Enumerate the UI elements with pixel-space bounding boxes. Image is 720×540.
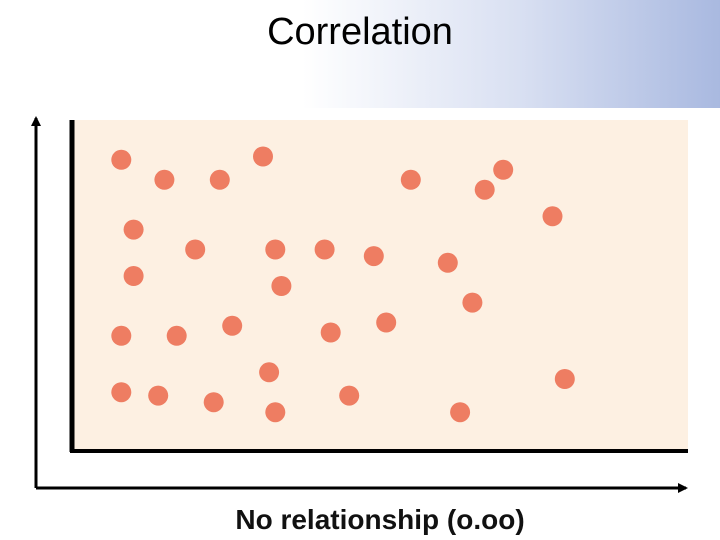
scatter-point-23: [259, 362, 280, 383]
scatter-point-15: [123, 266, 144, 286]
scatter-point-18: [111, 325, 132, 346]
scatter-point-21: [320, 322, 341, 343]
scatter-point-19: [166, 325, 187, 346]
scatter-point-7: [493, 159, 514, 180]
scatter-point-27: [203, 392, 224, 413]
slide-title: Correlation: [267, 11, 453, 53]
scatter-point-2: [154, 169, 175, 190]
scatter-point-12: [314, 239, 335, 260]
scatter-point-26: [148, 385, 169, 406]
scatter-point-11: [265, 239, 286, 260]
scatter-point-4: [253, 146, 273, 167]
scatter-point-9: [123, 219, 144, 240]
plot-area: [72, 120, 688, 452]
scatter-point-5: [400, 169, 421, 190]
scatter-point-22: [376, 312, 397, 333]
chart-label: No relationship (o.oo): [235, 504, 525, 535]
scatter-points: [111, 146, 575, 423]
scatter-point-3: [209, 169, 230, 190]
scatter-point-29: [339, 385, 360, 406]
scatter-point-30: [450, 402, 471, 423]
scatter-point-17: [462, 292, 483, 313]
scatter-point-6: [474, 179, 495, 200]
title-band: [0, 0, 720, 108]
scatter-point-10: [185, 239, 206, 260]
scatter-point-24: [554, 369, 575, 389]
scatter-point-20: [222, 315, 243, 336]
scatter-point-25: [111, 382, 132, 403]
scatter-point-8: [542, 206, 563, 227]
scatter-point-14: [437, 252, 458, 273]
scatter-point-16: [271, 276, 292, 296]
scatter-point-28: [265, 402, 286, 423]
scatter-point-1: [111, 149, 132, 170]
scatter-point-13: [363, 246, 384, 267]
